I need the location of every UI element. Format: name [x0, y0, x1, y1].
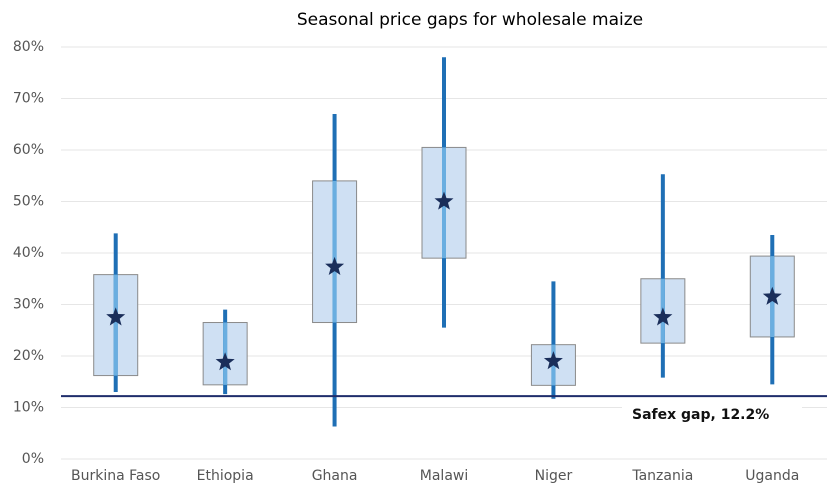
x-tick-label: Ghana — [312, 468, 358, 483]
x-tick-label: Malawi — [420, 468, 468, 483]
y-tick-label: 50% — [13, 194, 44, 210]
x-tick-label: Tanzania — [631, 468, 693, 483]
x-tick-label: Niger — [535, 468, 573, 483]
y-tick-label: 10% — [13, 400, 44, 416]
y-tick-label: 70% — [13, 91, 44, 107]
mean-star — [215, 352, 235, 371]
y-tick-label: 60% — [13, 142, 44, 158]
x-tick-label: Uganda — [745, 468, 799, 483]
y-tick-label: 30% — [13, 297, 44, 313]
mean-star — [543, 351, 563, 370]
y-tick-label: 40% — [13, 245, 44, 261]
chart-title: Seasonal price gaps for wholesale maize — [297, 10, 643, 30]
reference-label: Safex gap, 12.2% — [632, 407, 769, 423]
y-tick-label: 80% — [13, 39, 44, 55]
y-tick-label: 0% — [22, 451, 44, 467]
mean-star — [653, 307, 673, 326]
mean-star — [762, 286, 782, 305]
mean-star — [325, 256, 345, 275]
x-tick-label: Ethiopia — [197, 468, 254, 483]
mean-star — [434, 191, 454, 210]
x-tick-label: Burkina Faso — [71, 468, 160, 483]
mean-star — [106, 307, 126, 326]
y-tick-label: 20% — [13, 348, 44, 364]
annotation-bg — [622, 401, 802, 430]
